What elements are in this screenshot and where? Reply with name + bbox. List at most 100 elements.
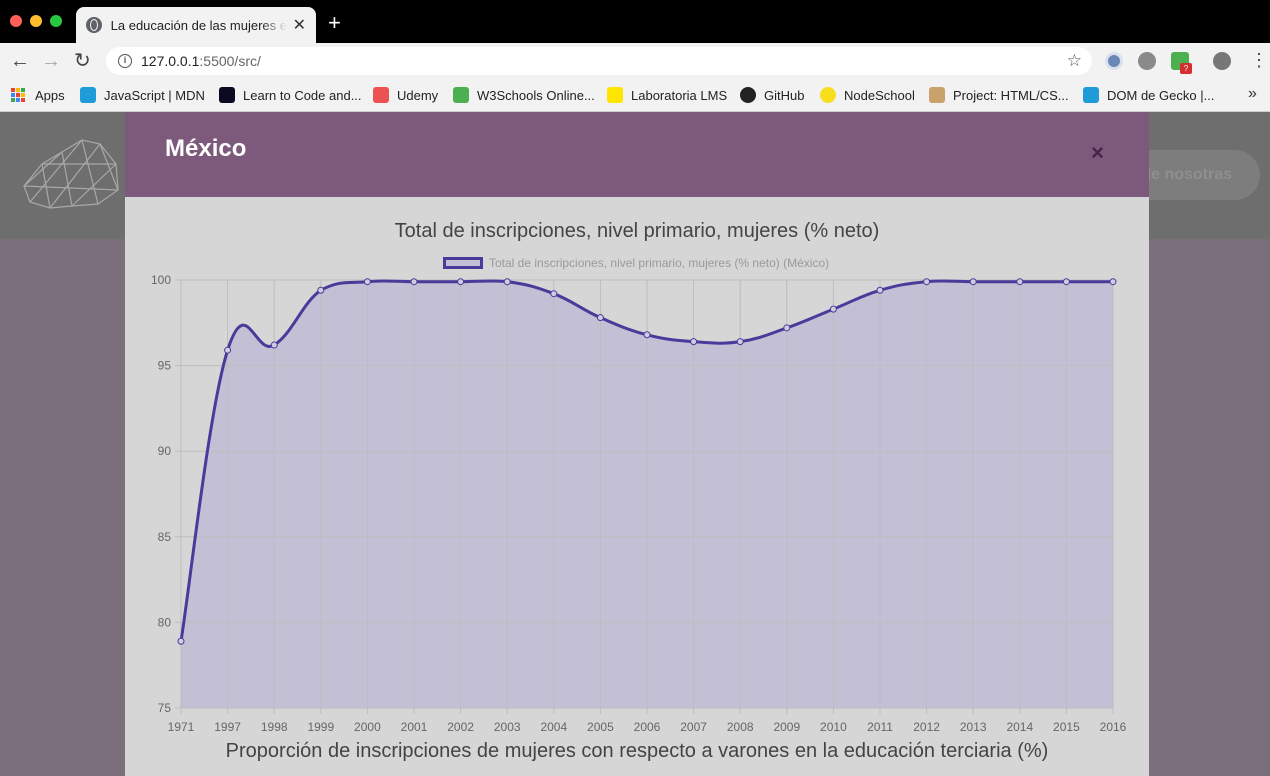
new-tab-button[interactable]: + <box>328 10 341 35</box>
x-tick-label: 2014 <box>1006 720 1033 734</box>
udemy-icon <box>373 87 389 103</box>
x-tick-label: 2008 <box>727 720 754 734</box>
bookmark-apps[interactable]: Apps <box>11 86 65 104</box>
bookmark-laboratoria[interactable]: Laboratoria LMS <box>607 86 727 104</box>
bookmark-label: GitHub <box>764 87 805 103</box>
x-tick-label: 2016 <box>1100 720 1127 734</box>
data-point <box>1109 278 1117 286</box>
bookmarks-bar: Apps JavaScript | MDN Learn to Code and.… <box>0 79 1270 112</box>
data-point <box>690 338 698 346</box>
extension-badge: ? <box>1180 63 1192 74</box>
bookmark-mdn[interactable]: JavaScript | MDN <box>80 86 205 104</box>
data-point <box>550 290 558 298</box>
back-arrow-icon[interactable]: ← <box>10 50 30 72</box>
country-modal: México × Total de inscripciones, nivel p… <box>125 112 1149 776</box>
maximize-window-button[interactable] <box>50 15 62 27</box>
x-tick-label: 2015 <box>1053 720 1080 734</box>
reload-icon[interactable]: ↻ <box>74 50 91 72</box>
data-point <box>643 331 651 339</box>
x-tick-label: 2010 <box>820 720 847 734</box>
modal-header: México × <box>125 112 1149 197</box>
browser-toolbar: ← → ↻ i 127.0.0.1:5500/src/ ☆ ? ⋮ <box>0 43 1270 79</box>
url-path: :5500/src/ <box>199 53 261 69</box>
mdn-icon <box>1083 87 1099 103</box>
minimize-window-button[interactable] <box>30 15 42 27</box>
bookmark-w3schools[interactable]: W3Schools Online... <box>453 86 595 104</box>
profile-avatar[interactable] <box>1213 52 1231 70</box>
x-tick-label: 2001 <box>401 720 428 734</box>
bookmark-github[interactable]: GitHub <box>740 86 804 104</box>
bookmark-label: Udemy <box>397 87 439 103</box>
address-bar[interactable]: i 127.0.0.1:5500/src/ ☆ <box>106 47 1092 75</box>
close-icon[interactable]: × <box>1091 140 1104 165</box>
chart-legend[interactable]: Total de inscripciones, nivel primario, … <box>443 256 829 270</box>
data-point <box>503 278 511 286</box>
bookmark-label: Laboratoria LMS <box>631 87 728 103</box>
data-point <box>829 305 837 313</box>
data-point <box>457 278 465 286</box>
forward-arrow-icon[interactable]: → <box>41 50 61 72</box>
data-point <box>596 314 604 322</box>
x-tick-label: 2002 <box>447 720 474 734</box>
x-tick-label: 2006 <box>634 720 661 734</box>
more-bookmarks-icon[interactable]: » <box>1248 85 1257 102</box>
site-info-icon[interactable]: i <box>118 54 132 68</box>
legend-label: Total de inscripciones, nivel primario, … <box>489 256 830 270</box>
y-tick-label: 95 <box>158 359 172 373</box>
x-tick-label: 2000 <box>354 720 381 734</box>
bookmark-label: W3Schools Online... <box>477 87 595 103</box>
data-point <box>783 324 791 332</box>
bookmark-nodeschool[interactable]: NodeSchool <box>820 86 915 104</box>
bookmark-udemy[interactable]: Udemy <box>373 86 438 104</box>
x-tick-label: 2005 <box>587 720 614 734</box>
browser-menu-icon[interactable]: ⋮ <box>1250 50 1268 70</box>
close-window-button[interactable] <box>10 15 22 27</box>
data-point <box>177 637 185 645</box>
y-tick-label: 75 <box>158 701 172 715</box>
freecodecamp-icon <box>219 87 235 103</box>
x-tick-label: 1999 <box>307 720 334 734</box>
y-tick-label: 100 <box>151 273 171 287</box>
x-tick-label: 2003 <box>494 720 521 734</box>
x-tick-label: 2009 <box>773 720 800 734</box>
bookmark-label: DOM de Gecko |... <box>1107 87 1215 103</box>
y-tick-label: 80 <box>158 615 172 629</box>
polygon-logo-icon <box>23 139 119 209</box>
enrollment-line-chart: 75 80 85 90 95 100 1971 1997 1998 1999 2000 2001 200… <box>151 273 1127 734</box>
x-tick-label: 1998 <box>261 720 288 734</box>
url-host: 127.0.0.1 <box>141 53 200 69</box>
x-tick-label: 2007 <box>680 720 707 734</box>
bookmark-label: Project: HTML/CS... <box>953 87 1069 103</box>
data-point <box>317 286 325 294</box>
project-icon <box>929 87 945 103</box>
bookmark-freecodecamp[interactable]: Learn to Code and... <box>219 86 362 104</box>
bookmark-dom-gecko[interactable]: DOM de Gecko |... <box>1083 86 1214 104</box>
modal-title: México <box>165 135 247 162</box>
bookmark-label: JavaScript | MDN <box>104 87 205 103</box>
extension-icon[interactable] <box>1105 52 1123 70</box>
browser-titlebar: La educación de las mujeres en ✕ + <box>0 0 1270 43</box>
tab-title: La educación de las mujeres en <box>110 17 287 33</box>
browser-tab[interactable]: La educación de las mujeres en ✕ <box>76 7 316 43</box>
data-point <box>876 286 884 294</box>
data-point <box>410 278 418 286</box>
nodeschool-icon <box>820 87 836 103</box>
address-url: 127.0.0.1:5500/src/ <box>141 53 261 69</box>
bookmark-star-icon[interactable]: ☆ <box>1066 51 1082 70</box>
data-point <box>224 346 232 354</box>
y-tick-label: 90 <box>158 444 172 458</box>
data-point <box>270 341 278 349</box>
x-tick-label: 2012 <box>913 720 940 734</box>
y-tick-label: 85 <box>158 530 172 544</box>
chart-title: Total de inscripciones, nivel primario, … <box>394 220 880 242</box>
tab-close-icon[interactable]: ✕ <box>292 17 306 34</box>
data-point <box>1062 278 1070 286</box>
data-point <box>923 278 931 286</box>
x-tick-label: 1971 <box>168 720 195 734</box>
apps-grid-icon <box>11 88 25 102</box>
bookmark-project[interactable]: Project: HTML/CS... <box>929 86 1069 104</box>
globe-icon <box>86 17 102 33</box>
data-point <box>736 338 744 346</box>
download-extension-icon[interactable] <box>1138 52 1156 70</box>
second-chart-title: Proporción de inscripciones de mujeres c… <box>225 740 1049 762</box>
